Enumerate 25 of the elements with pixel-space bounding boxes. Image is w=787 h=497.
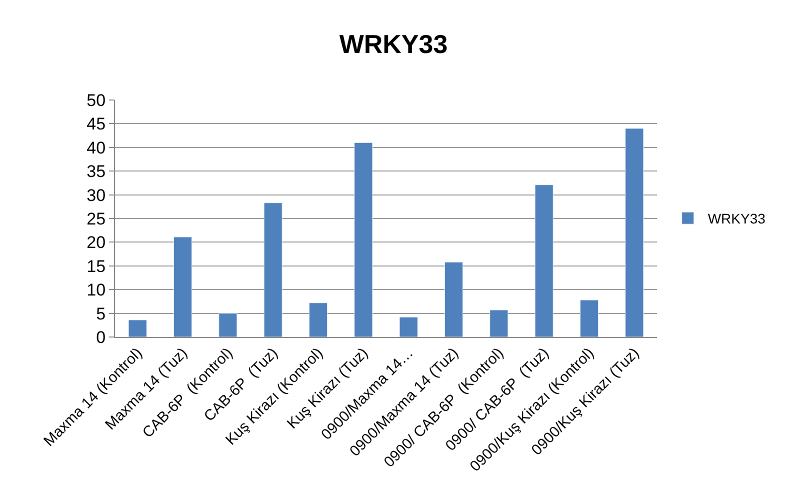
chart-title: WRKY33 (339, 28, 448, 59)
bar (264, 202, 282, 337)
bar (399, 316, 418, 337)
y-tick-label: 15 (86, 256, 106, 276)
legend-label: WRKY33 (708, 210, 766, 227)
bar (308, 302, 328, 337)
bar (218, 313, 238, 337)
bar (580, 300, 599, 337)
y-tick-label: 25 (86, 209, 106, 228)
y-tick-label: 40 (86, 138, 106, 158)
y-tick-label: 0 (96, 328, 106, 347)
y-tick-label: 5 (96, 304, 106, 324)
y-tick-label: 35 (86, 162, 106, 182)
bar (173, 236, 192, 337)
bar (625, 128, 644, 337)
y-tick-label: 50 (86, 90, 106, 110)
bar (444, 262, 464, 337)
y-tick-label: 30 (86, 186, 106, 205)
y-tick-label: 20 (86, 233, 106, 252)
y-tick-label: 10 (86, 280, 106, 300)
bar (490, 310, 508, 337)
y-tick-label: 45 (86, 114, 106, 134)
bar (128, 320, 147, 337)
bar (354, 142, 373, 337)
bar (534, 184, 554, 337)
